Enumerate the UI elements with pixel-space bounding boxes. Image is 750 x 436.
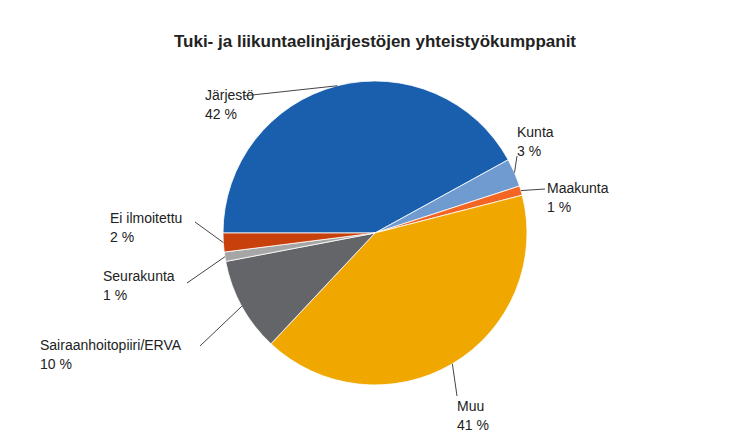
slice-label: Ei ilmoitettu xyxy=(110,210,182,226)
chart: Tuki- ja liikuntaelinjärjestöjen yhteist… xyxy=(0,0,750,436)
leader-line xyxy=(187,257,225,283)
chart-title: Tuki- ja liikuntaelinjärjestöjen yhteist… xyxy=(174,32,576,51)
data-label: 42 % xyxy=(205,106,237,122)
data-label: 3 % xyxy=(517,143,541,159)
data-label: 2 % xyxy=(110,229,134,245)
slice-label: Maakunta xyxy=(547,180,609,196)
labels: Järjestö 42 % Kunta 3 % Maakunta 1 % Muu 41 % Sa… xyxy=(40,86,609,433)
slice-label: Kunta xyxy=(517,124,554,140)
pie-slice xyxy=(223,233,375,252)
leader-line xyxy=(195,222,223,243)
data-label: 10 % xyxy=(40,356,72,372)
leader-line xyxy=(243,86,337,96)
leader-line xyxy=(452,364,457,396)
leader-line xyxy=(521,189,545,191)
slice-label: Seurakunta xyxy=(103,268,175,284)
slices xyxy=(223,81,527,385)
slice-label: Järjestö xyxy=(205,87,254,103)
leader-line xyxy=(200,306,242,346)
slice-label: Sairaanhoitopiiri/ERVA xyxy=(40,337,182,353)
data-label: 1 % xyxy=(547,199,571,215)
slice-label: Muu xyxy=(457,398,484,414)
data-label: 41 % xyxy=(457,417,489,433)
data-label: 1 % xyxy=(103,287,127,303)
